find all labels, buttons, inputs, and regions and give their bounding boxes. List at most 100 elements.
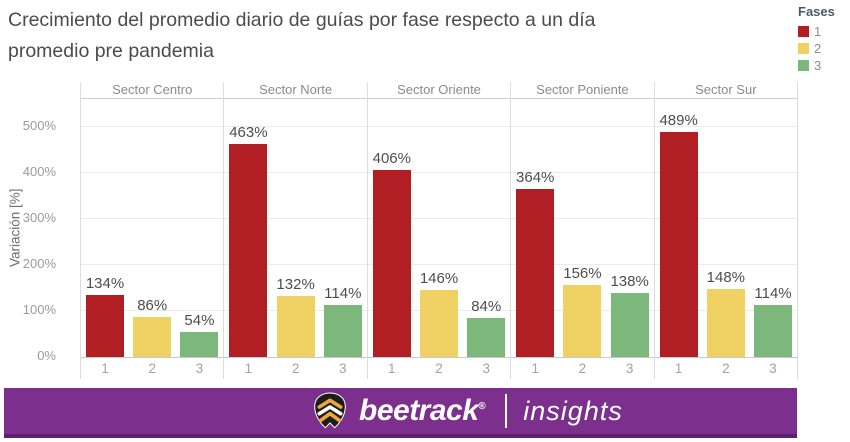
- x-tick-label: 3: [195, 361, 204, 376]
- bar-value-label: 132%: [276, 276, 315, 294]
- bar-fase-2[interactable]: [563, 285, 602, 357]
- y-tick-label: 500%: [22, 117, 56, 133]
- sector-column: Sector Norte 463% 132% 114% 1 2 3: [223, 82, 367, 379]
- footer-divider: [505, 394, 508, 428]
- bar-fase-2[interactable]: [706, 288, 745, 357]
- bar-slot: 463%: [229, 99, 268, 357]
- gridline: [80, 263, 798, 265]
- x-axis-labels: 1 2 3: [367, 357, 511, 379]
- bar-fase-1[interactable]: [659, 131, 698, 357]
- bar-fase-3[interactable]: [180, 332, 219, 357]
- bar-fase-3[interactable]: [754, 304, 793, 357]
- x-tick-label: 3: [339, 361, 347, 376]
- bar-slot: 54%: [180, 99, 219, 357]
- bar-value-label: 489%: [659, 111, 698, 129]
- legend-item[interactable]: 3: [798, 57, 845, 74]
- bar-slot: 114%: [754, 99, 793, 357]
- plot-area: Sector Centro 134% 86% 54% 1 2 3 Sector Norte 46…: [80, 82, 798, 380]
- bar-slot: 489%: [659, 99, 698, 357]
- chart-title-line2: promedio pre pandemia: [8, 40, 214, 62]
- sector-header: Sector Norte: [224, 82, 367, 99]
- x-tick-label: 2: [578, 361, 587, 376]
- bar-fase-1[interactable]: [229, 143, 268, 357]
- x-tick-label: 1: [244, 361, 253, 376]
- legend-swatch: [798, 26, 809, 37]
- bar-slot: 84%: [467, 99, 506, 357]
- legend-swatch: [798, 60, 809, 71]
- gridline: [80, 217, 798, 219]
- legend-swatch: [798, 43, 809, 54]
- legend-items: 1 2 3: [798, 23, 845, 74]
- bar-fase-1[interactable]: [372, 170, 411, 357]
- sector-header: Sector Sur: [654, 82, 798, 99]
- bar-value-label: 156%: [563, 265, 602, 283]
- y-tick-label: 0%: [37, 348, 56, 363]
- bar-slot: 114%: [323, 99, 362, 357]
- sector-bars: 489% 148% 114%: [655, 99, 797, 357]
- x-axis-labels: 1 2 3: [511, 357, 654, 379]
- y-tick-label: 300%: [22, 209, 56, 225]
- sector-bars: 406% 146% 84%: [368, 99, 510, 357]
- sector-column: Sector Sur 489% 148% 114% 1 2 3: [653, 82, 798, 379]
- x-tick-label: 1: [388, 361, 396, 376]
- bar-fase-1[interactable]: [516, 189, 555, 357]
- footer-brand-block: beetrack® insights: [310, 391, 623, 431]
- bar-fase-2[interactable]: [133, 317, 172, 357]
- y-tick-label: 400%: [22, 163, 56, 179]
- bar-fase-3[interactable]: [323, 304, 362, 357]
- bar-fase-3[interactable]: [610, 293, 649, 357]
- x-tick-label: 1: [674, 361, 683, 376]
- bar-fase-1[interactable]: [86, 295, 124, 357]
- x-tick-label: 3: [769, 361, 777, 376]
- bar-value-label: 84%: [471, 298, 502, 316]
- x-tick-label: 3: [625, 361, 634, 376]
- bar-value-label: 146%: [419, 269, 459, 287]
- bar-chart: Variación [%] 0% 100% 200% 300% 400% 500% Sec…: [0, 82, 850, 380]
- bar-slot: 364%: [516, 99, 554, 357]
- x-tick-label: 2: [148, 361, 156, 376]
- bar-value-label: 114%: [754, 284, 792, 302]
- legend-title: Fases: [798, 4, 835, 19]
- bar-value-label: 364%: [516, 169, 555, 187]
- chart-title-line1: Crecimiento del promedio diario de guías…: [8, 9, 596, 31]
- sector-columns: Sector Centro 134% 86% 54% 1 2 3 Sector Norte 46…: [80, 82, 798, 379]
- gridline: [80, 171, 798, 173]
- legend-label: 3: [814, 58, 822, 73]
- bar-slot: 138%: [610, 99, 649, 357]
- sector-header: Sector Oriente: [367, 82, 511, 99]
- legend-label: 2: [814, 41, 822, 56]
- bar-fase-3[interactable]: [467, 318, 506, 357]
- bar-slot: 134%: [86, 99, 124, 357]
- x-tick-label: 3: [482, 361, 490, 376]
- legend-item[interactable]: 2: [798, 40, 845, 57]
- brand-wordmark: beetrack®: [359, 394, 486, 427]
- sector-header: Sector Centro: [81, 82, 224, 99]
- chart-title: Crecimiento del promedio diario de guías…: [8, 5, 788, 67]
- bar-fase-2[interactable]: [420, 289, 459, 357]
- bar-value-label: 114%: [324, 284, 362, 302]
- legend: Fases 1 2 3: [798, 4, 845, 74]
- bar-slot: 148%: [707, 99, 745, 357]
- legend-label: 1: [814, 24, 822, 39]
- y-tick-label: 100%: [22, 301, 56, 317]
- bar-value-label: 138%: [610, 273, 649, 291]
- bar-slot: 86%: [133, 99, 172, 357]
- beetrack-bee-icon: [314, 392, 346, 429]
- bar-value-label: 406%: [372, 150, 411, 167]
- registered-mark: ®: [478, 401, 486, 412]
- x-tick-label: 2: [722, 361, 730, 376]
- sector-column: Sector Centro 134% 86% 54% 1 2 3: [80, 82, 224, 379]
- bar-slot: 146%: [420, 99, 458, 357]
- bar-value-label: 86%: [137, 297, 168, 315]
- sector-header: Sector Poniente: [511, 82, 654, 99]
- x-tick-label: 1: [101, 361, 109, 376]
- bar-slot: 132%: [276, 99, 315, 357]
- legend-item[interactable]: 1: [798, 23, 845, 40]
- bar-fase-2[interactable]: [276, 296, 315, 357]
- y-axis-ticks: 0% 100% 200% 300% 400% 500%: [0, 99, 56, 363]
- x-tick-label: 1: [531, 361, 539, 376]
- bar-value-label: 148%: [706, 268, 746, 286]
- bar-value-label: 54%: [184, 312, 215, 330]
- sector-bars: 364% 156% 138%: [511, 99, 653, 357]
